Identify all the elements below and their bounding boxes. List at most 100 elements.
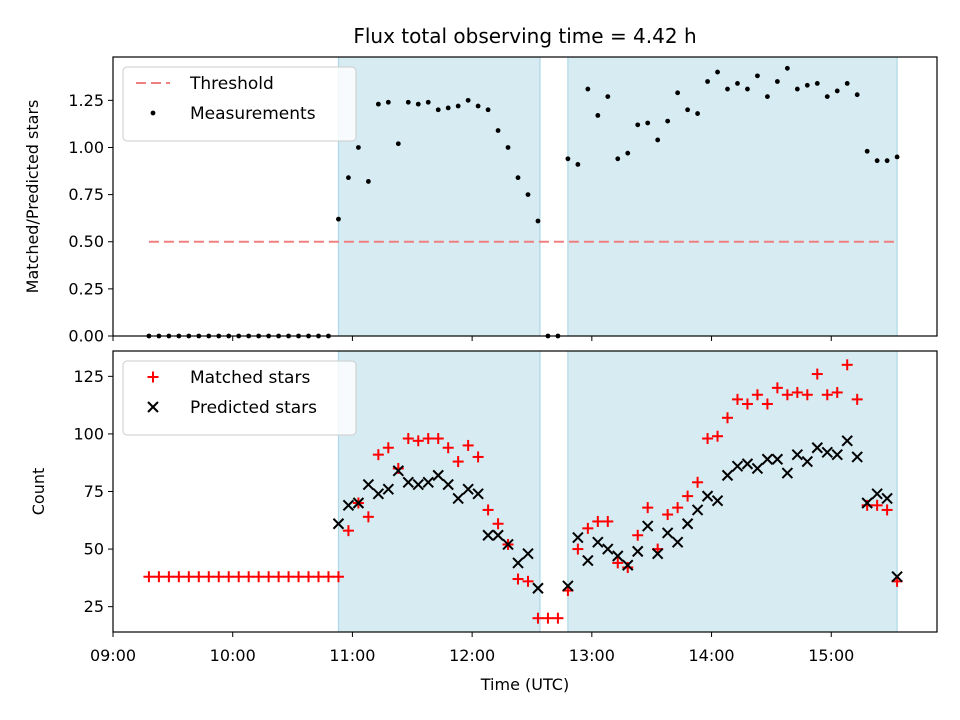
measurement-point (485, 107, 491, 113)
matched-star-point (462, 439, 474, 451)
legend-label: Measurements (190, 104, 316, 124)
predicted-star-point-d2 (651, 547, 664, 560)
measurement-point (415, 101, 421, 107)
predicted-star-point (422, 476, 434, 488)
y-tick-label: 75 (84, 482, 104, 501)
y-tick-label: 50 (84, 540, 104, 559)
matched-star-point (712, 430, 724, 442)
y-tick-label: 0.75 (68, 185, 104, 204)
matched-star-point (342, 525, 354, 537)
predicted-star-point-d2 (861, 497, 873, 509)
measurement-point (336, 216, 341, 222)
predicted-star-point (641, 520, 654, 532)
measurement-point (595, 113, 601, 118)
matched-star-point (402, 433, 414, 445)
matched-star-point (781, 389, 793, 401)
predicted-star-point-d2 (881, 492, 893, 505)
measurement-point (695, 111, 700, 116)
observing-interval-1-1 (338, 57, 540, 336)
matched-star-point (492, 518, 504, 530)
y-tick-label: 125 (73, 367, 104, 386)
matched-star-point (163, 571, 175, 583)
matched-star-point (432, 433, 444, 445)
predicted-star-point (871, 488, 883, 500)
measurement-point (525, 192, 531, 198)
measurement-point (206, 333, 212, 339)
predicted-star-point (632, 545, 644, 558)
predicted-star-point-d2 (661, 527, 674, 539)
matched-star-point (722, 412, 734, 424)
measurement-point (784, 65, 790, 71)
predicted-star-point (372, 488, 385, 500)
observing-interval-2-1 (338, 351, 540, 632)
predicted-star-point (841, 435, 853, 447)
y-tick-label: 1.00 (68, 138, 104, 157)
predicted-star-point-d2 (811, 442, 823, 454)
matched-star-point (761, 398, 773, 410)
measurement-point (226, 333, 232, 339)
predicted-star-point (352, 497, 365, 509)
predicted-star-point-d2 (671, 536, 684, 548)
matched-star-point (841, 359, 853, 371)
predicted-star-point-d2 (452, 492, 464, 505)
predicted-star-point-d2 (462, 483, 474, 495)
measurement-point (186, 333, 192, 339)
predicted-star-point (602, 543, 614, 555)
predicted-star-point (492, 529, 504, 541)
legend-top: Threshold Measurements (122, 66, 357, 142)
predicted-star-point (362, 478, 375, 491)
predicted-star-point-d2 (821, 446, 833, 459)
measurement-point (874, 158, 880, 164)
predicted-star-point (582, 554, 594, 567)
matched-star-point (452, 456, 464, 468)
predicted-star-point-d2 (512, 557, 524, 569)
legend-marker-x-d2 (147, 401, 159, 413)
measurement-point (705, 79, 710, 84)
y-axis-label: Matched/Predicted stars (23, 100, 42, 294)
legend-label: Threshold (189, 74, 274, 94)
measurement-point (166, 333, 172, 339)
matched-star-point (332, 571, 344, 583)
measurement-point (196, 333, 202, 339)
matched-star-point (552, 612, 564, 624)
measurement-point (655, 137, 661, 143)
measurement-point (804, 82, 810, 88)
matched-star-point (542, 612, 554, 624)
predicted-star-point-d2 (641, 520, 654, 532)
measurement-point (246, 333, 252, 339)
predicted-star-point (522, 547, 534, 560)
matched-star-point (472, 451, 484, 463)
legend-label: Matched stars (190, 368, 310, 388)
matched-star-point (412, 435, 424, 447)
matched-star-point (791, 386, 803, 398)
matched-star-point (442, 442, 454, 454)
measurement-point (505, 145, 511, 150)
matched-star-point (672, 502, 684, 514)
predicted-star-point (891, 571, 903, 583)
predicted-star-point (881, 492, 893, 505)
predicted-star-point-d2 (342, 499, 355, 512)
matched-star-point (771, 382, 783, 394)
measurement-point (745, 86, 750, 92)
predicted-star-point (691, 504, 704, 516)
measurement-point (615, 156, 621, 162)
predicted-star-point-d2 (332, 518, 345, 530)
predicted-star-point-d2 (522, 547, 534, 560)
matched-star-point (293, 571, 305, 583)
measurement-point (495, 128, 501, 133)
predicted-star-point-d2 (721, 469, 734, 482)
measurement-point (814, 80, 820, 86)
legend-marker-dot (150, 110, 156, 116)
matched-star-point (193, 571, 205, 583)
predicted-star-point (811, 442, 823, 454)
measurement-point (266, 333, 272, 339)
matched-star-point (751, 389, 763, 401)
matched-star-point (183, 571, 195, 583)
matched-star-point (213, 571, 225, 583)
predicted-star-point (801, 455, 814, 468)
measurement-point (425, 99, 431, 105)
measurement-point (385, 99, 391, 105)
measurement-point (306, 333, 311, 339)
predicted-star-point (572, 531, 584, 544)
predicted-star-point (532, 582, 544, 594)
